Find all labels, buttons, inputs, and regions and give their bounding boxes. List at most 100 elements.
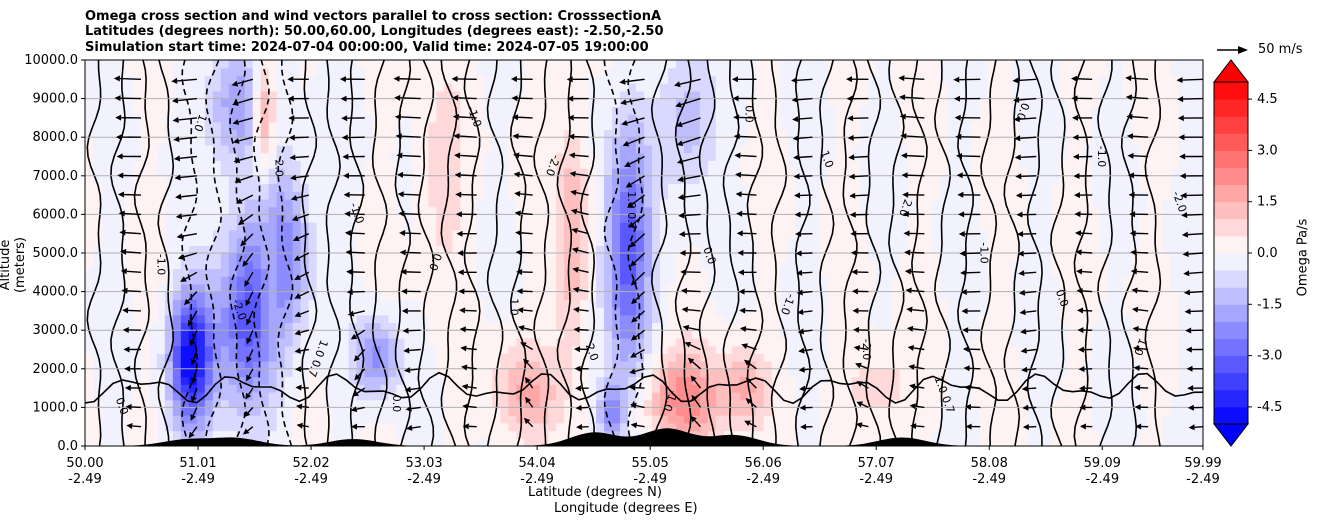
omega-cell xyxy=(620,237,629,246)
omega-cell xyxy=(580,160,589,169)
omega-cell xyxy=(787,353,797,362)
omega-cell xyxy=(675,422,685,432)
omega-cell xyxy=(524,222,533,231)
omega-cell xyxy=(308,191,318,200)
omega-cell xyxy=(212,222,222,231)
omega-cell xyxy=(699,67,709,77)
omega-cell xyxy=(428,160,437,169)
omega-cell xyxy=(667,75,677,84)
omega-cell xyxy=(580,376,589,385)
omega-cell xyxy=(556,376,565,385)
omega-cell xyxy=(148,407,158,416)
omega-cell xyxy=(620,191,629,200)
omega-cell xyxy=(548,168,557,177)
omega-cell xyxy=(380,144,390,154)
omega-cell xyxy=(707,222,717,231)
omega-cell xyxy=(596,98,605,107)
omega-cell xyxy=(516,291,525,300)
omega-cell xyxy=(548,314,557,324)
omega-cell xyxy=(659,353,669,362)
omega-cell xyxy=(356,83,366,92)
omega-cell xyxy=(212,137,222,146)
omega-cell xyxy=(715,245,725,254)
omega-cell xyxy=(604,137,613,146)
omega-cell xyxy=(124,353,134,362)
omega-cell xyxy=(651,253,661,262)
omega-cell xyxy=(771,183,781,192)
omega-cell xyxy=(492,422,501,432)
omega-cell xyxy=(739,245,749,254)
omega-cell xyxy=(236,237,246,246)
omega-cell xyxy=(108,430,118,439)
omega-cell xyxy=(755,183,765,192)
omega-cell xyxy=(644,399,653,408)
omega-cell xyxy=(164,384,174,393)
omega-cell xyxy=(276,183,286,192)
omega-cell xyxy=(100,214,110,223)
omega-cell xyxy=(220,75,230,84)
omega-cell xyxy=(252,98,262,107)
omega-cell xyxy=(172,90,182,100)
omega-cell xyxy=(667,67,677,77)
omega-cell xyxy=(612,137,621,146)
omega-cell xyxy=(699,222,709,231)
omega-cell xyxy=(284,237,294,246)
omega-cell xyxy=(292,299,302,308)
omega-cell xyxy=(596,114,605,123)
omega-cell xyxy=(228,283,238,293)
omega-cell xyxy=(156,422,166,432)
omega-cell xyxy=(356,345,366,354)
omega-cell xyxy=(524,438,533,446)
omega-cell xyxy=(548,114,557,123)
omega-cell xyxy=(843,430,853,439)
omega-cell xyxy=(468,214,477,223)
omega-cell xyxy=(276,337,286,347)
omega-cell xyxy=(843,60,853,69)
omega-cell xyxy=(364,314,374,324)
omega-cell xyxy=(140,384,150,393)
omega-cell xyxy=(340,361,350,370)
omega-cell xyxy=(196,361,206,370)
omega-cell xyxy=(300,368,310,378)
omega-cell xyxy=(268,160,278,169)
omega-cell xyxy=(252,260,262,270)
omega-cell xyxy=(819,268,829,277)
omega-cell xyxy=(532,422,541,432)
omega-cell xyxy=(612,422,621,432)
omega-cell xyxy=(140,368,150,378)
omega-cell xyxy=(148,368,158,378)
omega-cell xyxy=(300,330,310,339)
omega-cell xyxy=(715,98,725,107)
omega-cell xyxy=(420,168,429,177)
omega-cell xyxy=(300,121,310,131)
omega-cell xyxy=(667,415,677,424)
omega-cell xyxy=(92,106,102,115)
omega-cell xyxy=(204,75,214,84)
omega-cell xyxy=(723,137,733,146)
omega-cell xyxy=(268,407,278,416)
omega-cell xyxy=(691,183,701,192)
omega-cell xyxy=(260,415,270,424)
omega-cell xyxy=(787,129,797,138)
omega-cell xyxy=(492,415,501,424)
omega-cell xyxy=(292,206,302,215)
omega-cell xyxy=(811,430,821,439)
omega-cell xyxy=(707,98,717,107)
omega-cell xyxy=(636,276,645,285)
omega-cell xyxy=(556,60,565,69)
omega-cell xyxy=(683,214,693,223)
omega-cell xyxy=(604,191,613,200)
omega-cell xyxy=(628,183,637,192)
omega-cell xyxy=(268,175,278,185)
omega-cell xyxy=(604,314,613,324)
omega-cell xyxy=(372,60,382,69)
omega-cell xyxy=(747,345,757,354)
omega-cell xyxy=(228,345,238,354)
omega-cell xyxy=(172,314,182,324)
omega-cell xyxy=(100,198,110,208)
omega-cell xyxy=(771,237,781,246)
omega-cell xyxy=(588,314,597,324)
omega-cell xyxy=(524,237,533,246)
omega-cell xyxy=(811,106,821,115)
omega-cell xyxy=(811,191,821,200)
